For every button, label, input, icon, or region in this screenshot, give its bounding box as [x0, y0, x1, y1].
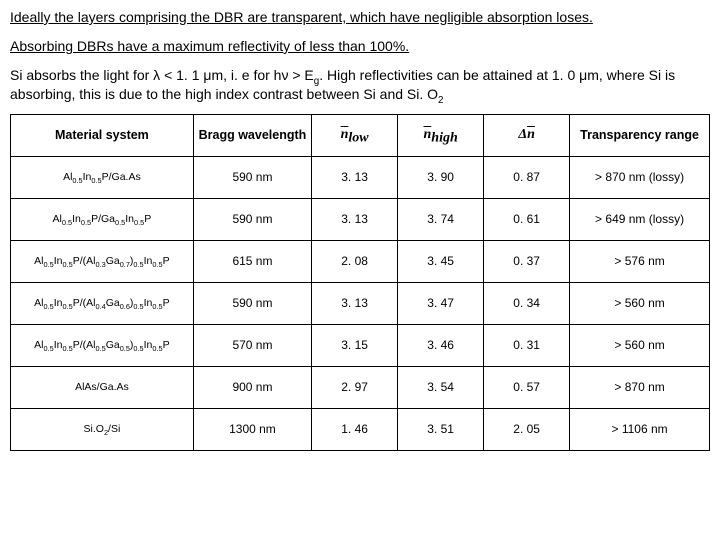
cell-bragg: 615 nm: [193, 240, 311, 282]
cell-material: Al0.5In0.5P/(Al0.5Ga0.5)0.5In0.5P: [11, 324, 194, 366]
th-range: Transparency range: [570, 114, 710, 156]
cell-nhigh: 3. 45: [398, 240, 484, 282]
cell-dn: 0. 31: [484, 324, 570, 366]
cell-nhigh: 3. 51: [398, 408, 484, 450]
dbr-table: Material system Bragg wavelength nlow nh…: [10, 114, 710, 451]
table-row: Al0.5In0.5P/(Al0.5Ga0.5)0.5In0.5P570 nm3…: [11, 324, 710, 366]
dn-delta: Δ: [518, 127, 527, 142]
th-delta-n: Δn: [484, 114, 570, 156]
cell-bragg: 570 nm: [193, 324, 311, 366]
cell-nhigh: 3. 74: [398, 198, 484, 240]
cell-bragg: 590 nm: [193, 156, 311, 198]
table-row: Si.O2/Si1300 nm1. 463. 512. 05> 1106 nm: [11, 408, 710, 450]
cell-range: > 576 nm: [570, 240, 710, 282]
cell-bragg: 900 nm: [193, 366, 311, 408]
cell-nlow: 3. 13: [312, 282, 398, 324]
cell-nlow: 2. 97: [312, 366, 398, 408]
cell-dn: 0. 87: [484, 156, 570, 198]
cell-bragg: 590 nm: [193, 198, 311, 240]
th-n-high: nhigh: [398, 114, 484, 156]
paragraph-2: Absorbing DBRs have a maximum reflectivi…: [10, 37, 710, 56]
th-n-low: nlow: [312, 114, 398, 156]
cell-range: > 870 nm: [570, 366, 710, 408]
cell-nhigh: 3. 90: [398, 156, 484, 198]
p2-text: Absorbing DBRs have a maximum reflectivi…: [10, 38, 409, 54]
paragraph-3: Si absorbs the light for λ < 1. 1 μm, i.…: [10, 66, 710, 104]
cell-nlow: 3. 13: [312, 198, 398, 240]
cell-bragg: 1300 nm: [193, 408, 311, 450]
cell-range: > 560 nm: [570, 282, 710, 324]
table-body: Al0.5In0.5P/Ga.As590 nm3. 133. 900. 87> …: [11, 156, 710, 450]
cell-nlow: 3. 15: [312, 324, 398, 366]
cell-range: > 560 nm: [570, 324, 710, 366]
table-row: AlAs/Ga.As900 nm2. 973. 540. 57> 870 nm: [11, 366, 710, 408]
cell-dn: 0. 34: [484, 282, 570, 324]
nlow-sub: low: [348, 130, 368, 145]
cell-nhigh: 3. 47: [398, 282, 484, 324]
nhigh-sub: high: [431, 130, 457, 145]
cell-range: > 649 nm (lossy): [570, 198, 710, 240]
p3-o2-sub: 2: [438, 94, 443, 105]
table-row: Al0.5In0.5P/(Al0.4Ga0.6)0.5In0.5P590 nm3…: [11, 282, 710, 324]
table-row: Al0.5In0.5P/(Al0.3Ga0.7)0.5In0.5P615 nm2…: [11, 240, 710, 282]
th-bragg: Bragg wavelength: [193, 114, 311, 156]
cell-range: > 1106 nm: [570, 408, 710, 450]
cell-material: Al0.5In0.5P/(Al0.4Ga0.6)0.5In0.5P: [11, 282, 194, 324]
paragraph-1: Ideally the layers comprising the DBR ar…: [10, 8, 710, 27]
th-material: Material system: [11, 114, 194, 156]
cell-range: > 870 nm (lossy): [570, 156, 710, 198]
cell-bragg: 590 nm: [193, 282, 311, 324]
cell-material: Al0.5In0.5P/Ga0.5In0.5P: [11, 198, 194, 240]
cell-dn: 2. 05: [484, 408, 570, 450]
table-row: Al0.5In0.5P/Ga.As590 nm3. 133. 900. 87> …: [11, 156, 710, 198]
cell-nhigh: 3. 54: [398, 366, 484, 408]
table-header-row: Material system Bragg wavelength nlow nh…: [11, 114, 710, 156]
cell-nlow: 2. 08: [312, 240, 398, 282]
cell-dn: 0. 37: [484, 240, 570, 282]
cell-nhigh: 3. 46: [398, 324, 484, 366]
p1-text: Ideally the layers comprising the DBR ar…: [10, 9, 593, 25]
cell-nlow: 3. 13: [312, 156, 398, 198]
p3-text-a: Si absorbs the light for λ < 1. 1 μm, i.…: [10, 67, 314, 83]
cell-material: Al0.5In0.5P/(Al0.3Ga0.7)0.5In0.5P: [11, 240, 194, 282]
cell-material: AlAs/Ga.As: [11, 366, 194, 408]
table-row: Al0.5In0.5P/Ga0.5In0.5P590 nm3. 133. 740…: [11, 198, 710, 240]
cell-nlow: 1. 46: [312, 408, 398, 450]
cell-material: Al0.5In0.5P/Ga.As: [11, 156, 194, 198]
cell-dn: 0. 57: [484, 366, 570, 408]
dn-sym: n: [527, 126, 535, 145]
cell-dn: 0. 61: [484, 198, 570, 240]
cell-material: Si.O2/Si: [11, 408, 194, 450]
